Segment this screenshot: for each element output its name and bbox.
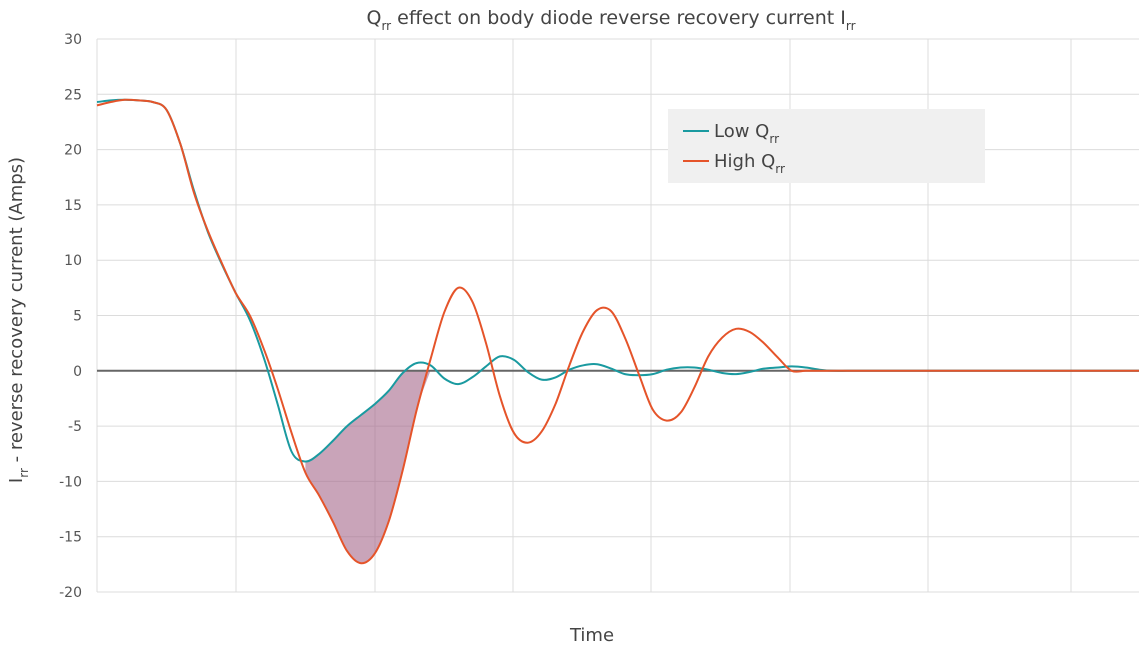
y-axis-label: Irr - reverse recovery current (Amps)	[6, 157, 31, 483]
y-tick-label: -20	[59, 585, 82, 601]
y-tick-label: 0	[73, 364, 82, 380]
y-tick-label: -5	[68, 419, 82, 435]
legend-label-low-qrr: Low Qrr	[714, 121, 779, 146]
legend-background	[668, 109, 985, 183]
recovery-charge-area	[305, 370, 431, 564]
y-tick-label: 10	[64, 253, 82, 269]
legend: Low Qrr High Qrr	[668, 109, 985, 183]
y-tick-label: 20	[64, 143, 82, 159]
y-tick-label: 25	[64, 87, 82, 103]
y-tick-labels: 30 25 20 15 10 5 0 -5 -10 -15 -20	[59, 32, 82, 601]
series-line-high-qrr	[96, 98, 1139, 565]
x-axis-label: Time	[569, 625, 614, 646]
legend-label-high-qrr: High Qrr	[714, 151, 785, 176]
y-tick-label: 15	[64, 198, 82, 214]
y-tick-label: -10	[59, 474, 82, 490]
y-tick-label: -15	[59, 530, 82, 546]
y-tick-label: 30	[64, 32, 82, 48]
chart-title: Qrr effect on body diode reverse recover…	[366, 7, 855, 33]
y-tick-label: 5	[73, 309, 82, 325]
